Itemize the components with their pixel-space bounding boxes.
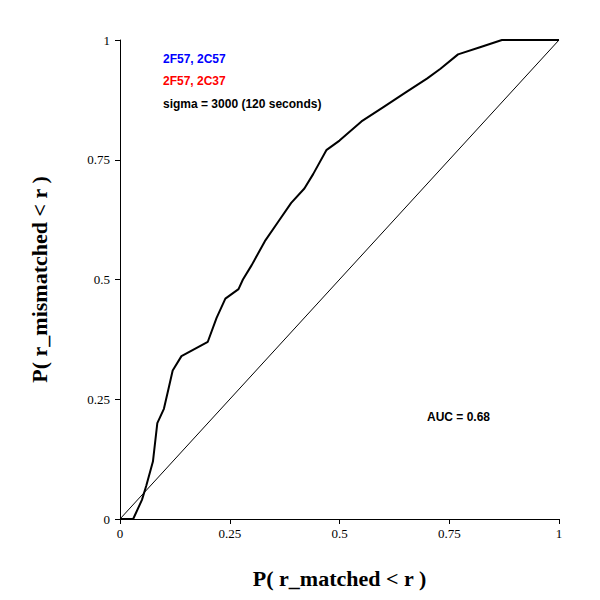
svg-text:2F57, 2C37: 2F57, 2C37	[163, 74, 226, 88]
svg-text:0.5: 0.5	[94, 272, 110, 287]
svg-text:1: 1	[556, 526, 563, 541]
svg-text:AUC = 0.68: AUC = 0.68	[427, 410, 490, 424]
svg-text:0.5: 0.5	[331, 526, 347, 541]
svg-text:0.25: 0.25	[87, 392, 110, 407]
svg-text:0.75: 0.75	[438, 526, 461, 541]
svg-text:sigma = 3000 (120 seconds): sigma = 3000 (120 seconds)	[163, 97, 321, 111]
svg-text:P( r_matched < r ): P( r_matched < r )	[253, 566, 426, 591]
svg-text:0.25: 0.25	[218, 526, 241, 541]
svg-text:P( r_mismatched < r ): P( r_mismatched < r )	[27, 176, 52, 382]
svg-text:0: 0	[117, 526, 124, 541]
svg-text:1: 1	[104, 33, 111, 48]
svg-text:2F57, 2C57: 2F57, 2C57	[163, 52, 226, 66]
svg-text:0: 0	[104, 512, 111, 527]
svg-text:0.75: 0.75	[87, 152, 110, 167]
